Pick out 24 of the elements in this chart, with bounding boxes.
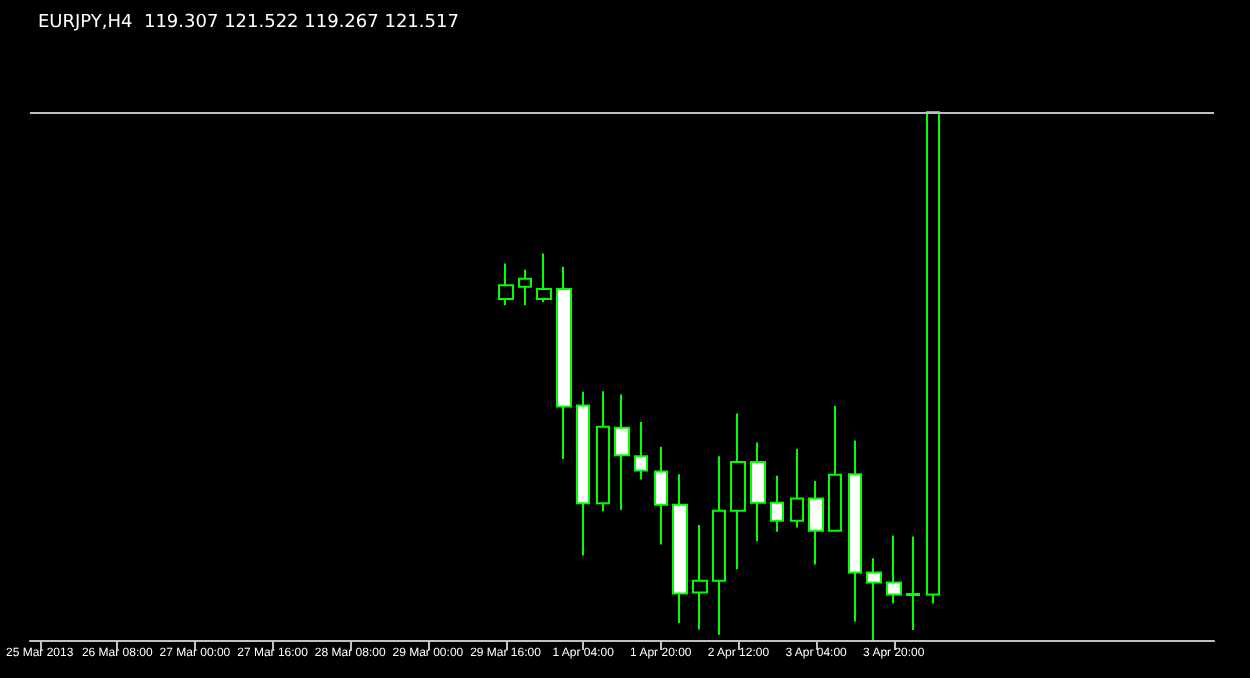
candlestick <box>712 455 726 636</box>
candlestick <box>576 390 590 557</box>
candlestick <box>536 252 552 304</box>
candlestick <box>518 268 532 307</box>
candlestick <box>672 473 688 625</box>
candlestick <box>614 393 630 512</box>
candlestick <box>634 420 648 481</box>
candlestick <box>750 441 766 543</box>
candlestick <box>730 412 746 571</box>
candlestick <box>596 390 610 513</box>
candlestick <box>886 534 902 605</box>
candlestick <box>654 445 668 546</box>
candlestick <box>828 405 842 532</box>
candlestick <box>770 474 784 533</box>
candlestick <box>556 265 572 460</box>
candlestick <box>790 447 804 529</box>
candlestick <box>808 480 824 566</box>
candlestick <box>498 262 514 307</box>
chart-title: EURJPY,H4 119.307 121.522 119.267 121.517 <box>38 13 459 33</box>
candlestick <box>866 557 882 641</box>
candlestick <box>848 439 862 623</box>
candlestick <box>906 535 920 631</box>
candlestick <box>926 111 940 605</box>
candlestick <box>692 523 708 631</box>
